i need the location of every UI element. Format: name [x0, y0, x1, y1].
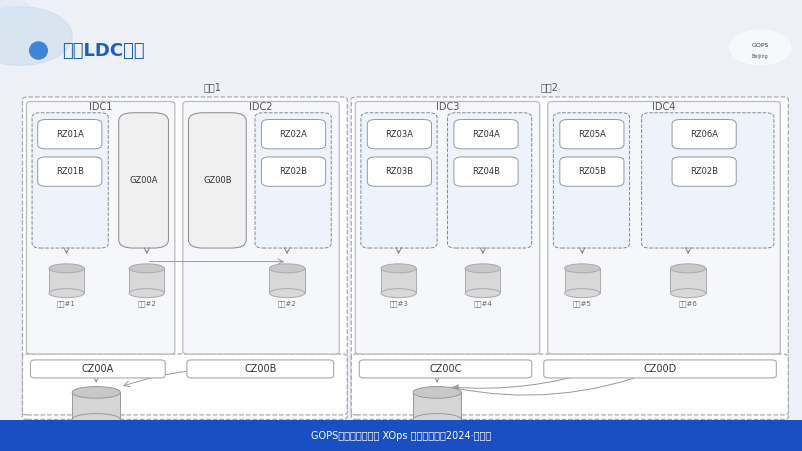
FancyBboxPatch shape	[129, 268, 164, 293]
FancyBboxPatch shape	[359, 360, 532, 378]
FancyBboxPatch shape	[72, 392, 120, 419]
Ellipse shape	[413, 414, 461, 425]
FancyBboxPatch shape	[32, 113, 108, 248]
Text: 分库#2: 分库#2	[137, 300, 156, 307]
FancyBboxPatch shape	[381, 268, 416, 293]
Text: IDC3: IDC3	[435, 102, 460, 112]
FancyBboxPatch shape	[269, 268, 305, 293]
FancyBboxPatch shape	[560, 120, 624, 149]
FancyBboxPatch shape	[448, 113, 532, 248]
FancyBboxPatch shape	[351, 97, 788, 419]
Ellipse shape	[381, 289, 416, 298]
Circle shape	[0, 0, 32, 29]
Ellipse shape	[413, 387, 461, 398]
Text: 分库#6: 分库#6	[678, 300, 698, 307]
Text: 分库#5: 分库#5	[573, 300, 592, 307]
FancyBboxPatch shape	[454, 157, 518, 186]
FancyBboxPatch shape	[38, 157, 102, 186]
Text: RZ05A: RZ05A	[578, 130, 606, 139]
Text: CZ00C: CZ00C	[430, 364, 462, 374]
FancyBboxPatch shape	[367, 157, 431, 186]
Text: RZ04A: RZ04A	[472, 130, 500, 139]
Ellipse shape	[465, 289, 500, 298]
FancyBboxPatch shape	[361, 113, 437, 248]
FancyBboxPatch shape	[642, 113, 774, 248]
FancyBboxPatch shape	[367, 120, 431, 149]
Ellipse shape	[49, 289, 84, 298]
FancyBboxPatch shape	[0, 420, 802, 451]
Text: RZ05B: RZ05B	[578, 167, 606, 176]
Ellipse shape	[565, 264, 600, 273]
Text: IDC2: IDC2	[249, 102, 273, 112]
FancyBboxPatch shape	[255, 113, 331, 248]
Text: 分库#2: 分库#2	[277, 300, 297, 307]
Text: CZ00D: CZ00D	[643, 364, 677, 374]
Text: 蚂蚁LDC架构: 蚂蚁LDC架构	[63, 41, 145, 60]
Ellipse shape	[670, 264, 706, 273]
FancyBboxPatch shape	[38, 120, 102, 149]
Text: 分库#3: 分库#3	[389, 300, 408, 307]
FancyBboxPatch shape	[261, 157, 326, 186]
Text: GOPS全球运维大会暨 XOps 技术创新峰会2024·北京站: GOPS全球运维大会暨 XOps 技术创新峰会2024·北京站	[311, 431, 491, 441]
FancyBboxPatch shape	[183, 101, 339, 354]
FancyBboxPatch shape	[49, 268, 84, 293]
Text: RZ01B: RZ01B	[56, 167, 83, 176]
FancyBboxPatch shape	[553, 113, 630, 248]
Text: RZ01A: RZ01A	[56, 130, 83, 139]
Ellipse shape	[49, 264, 84, 273]
Ellipse shape	[269, 289, 305, 298]
Text: IDC4: IDC4	[652, 102, 676, 112]
Ellipse shape	[465, 264, 500, 273]
Circle shape	[730, 30, 791, 64]
FancyBboxPatch shape	[351, 354, 788, 415]
FancyBboxPatch shape	[544, 360, 776, 378]
Text: RZ04B: RZ04B	[472, 167, 500, 176]
FancyBboxPatch shape	[672, 157, 736, 186]
Circle shape	[0, 7, 72, 65]
Ellipse shape	[72, 414, 120, 425]
Text: 城市1: 城市1	[204, 83, 221, 92]
Text: CZ00A: CZ00A	[82, 364, 114, 374]
FancyBboxPatch shape	[548, 101, 780, 354]
FancyBboxPatch shape	[560, 157, 624, 186]
Ellipse shape	[565, 289, 600, 298]
FancyBboxPatch shape	[119, 113, 168, 248]
Text: RZ06A: RZ06A	[691, 130, 718, 139]
Text: RZ02B: RZ02B	[280, 167, 307, 176]
Text: RZ02A: RZ02A	[280, 130, 307, 139]
Text: RZ02B: RZ02B	[691, 167, 718, 176]
Ellipse shape	[129, 289, 164, 298]
Text: 分库#4: 分库#4	[473, 300, 492, 307]
Ellipse shape	[30, 42, 47, 59]
FancyBboxPatch shape	[22, 354, 347, 415]
Text: RZ03A: RZ03A	[386, 130, 413, 139]
Text: CZ00B: CZ00B	[245, 364, 277, 374]
Text: GZ00A: GZ00A	[129, 176, 158, 185]
Ellipse shape	[129, 264, 164, 273]
FancyBboxPatch shape	[670, 268, 706, 293]
Text: GOPS: GOPS	[751, 42, 769, 48]
FancyBboxPatch shape	[22, 97, 347, 419]
Text: 城市2: 城市2	[541, 83, 558, 92]
Text: Beijing: Beijing	[752, 54, 768, 59]
FancyBboxPatch shape	[26, 101, 175, 354]
Text: GZ00B: GZ00B	[203, 176, 232, 185]
FancyBboxPatch shape	[465, 268, 500, 293]
Ellipse shape	[381, 264, 416, 273]
Text: RZ03B: RZ03B	[385, 167, 414, 176]
Ellipse shape	[72, 387, 120, 398]
FancyBboxPatch shape	[672, 120, 736, 149]
FancyBboxPatch shape	[188, 113, 246, 248]
FancyBboxPatch shape	[565, 268, 600, 293]
Text: 分库#1: 分库#1	[57, 300, 76, 307]
FancyBboxPatch shape	[30, 360, 165, 378]
Ellipse shape	[269, 264, 305, 273]
FancyBboxPatch shape	[187, 360, 334, 378]
Text: IDC1: IDC1	[89, 102, 112, 112]
FancyBboxPatch shape	[355, 101, 540, 354]
FancyBboxPatch shape	[454, 120, 518, 149]
Ellipse shape	[670, 289, 706, 298]
FancyBboxPatch shape	[413, 392, 461, 419]
FancyBboxPatch shape	[261, 120, 326, 149]
